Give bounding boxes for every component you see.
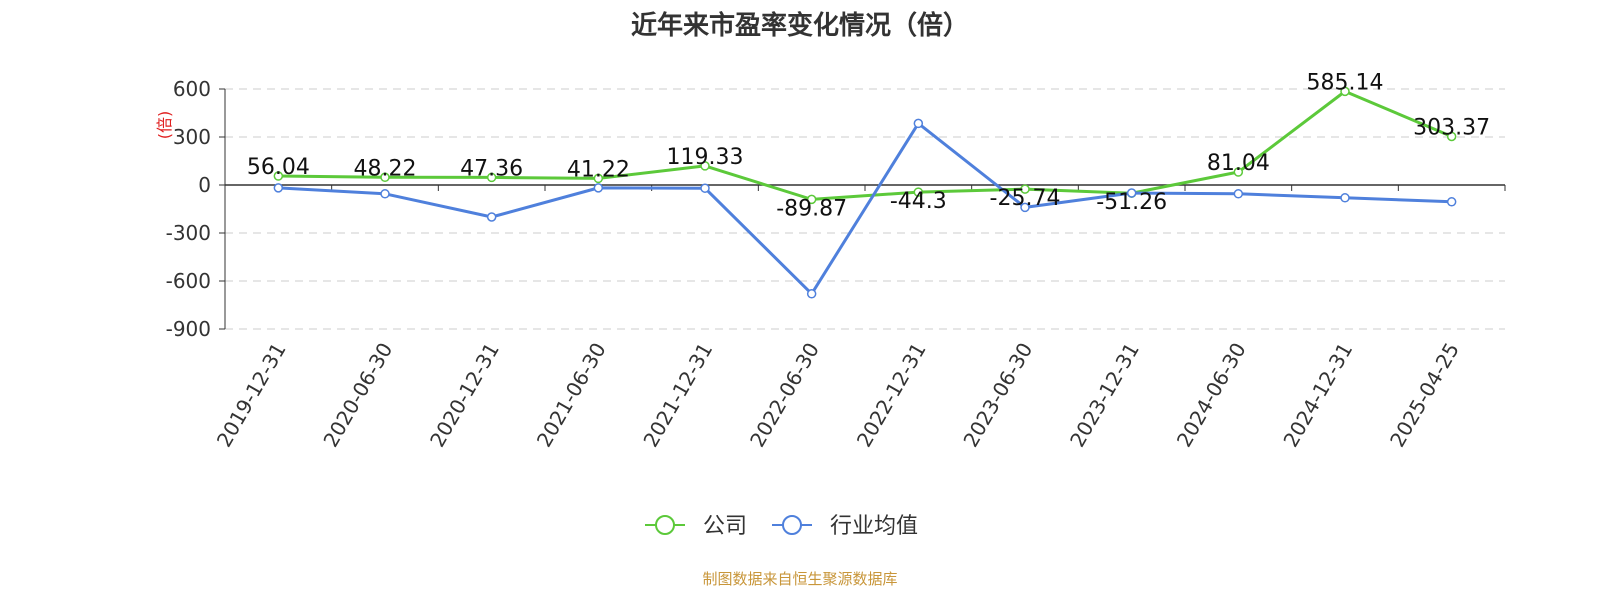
data-point[interactable] [806,289,817,299]
data-point[interactable] [806,194,817,205]
data-label: 119.33 [667,145,744,170]
data-point[interactable] [913,118,924,129]
data-point[interactable] [1446,131,1457,142]
y-tick-label: -900 [166,317,211,341]
y-tick-label: 300 [173,125,211,149]
data-point[interactable] [1126,188,1137,198]
data-label: -89.87 [776,196,847,221]
legend-item[interactable]: 行业均值 [772,514,918,539]
x-tick-label: 2023-06-30 [958,339,1037,452]
x-tick-label: 2024-06-30 [1172,339,1251,452]
data-point[interactable] [1233,189,1244,199]
data-point[interactable] [380,172,390,183]
x-tick-label: 2020-06-30 [318,339,397,452]
legend-label: 公司 [703,514,747,539]
data-label: 48.22 [354,156,417,181]
data-label: -44.3 [890,189,947,214]
data-point[interactable] [700,183,710,193]
legend-marker-icon [782,515,802,535]
series-layer [273,86,1457,299]
legend[interactable]: 公司 行业均值 [645,514,918,539]
series-line [278,89,1453,201]
data-point[interactable] [1340,86,1350,97]
y-tick-label: 0 [198,173,211,197]
x-tick-label: 2021-06-30 [532,339,611,452]
data-point[interactable] [1020,202,1030,213]
data-point[interactable] [700,161,710,171]
data-label: 41.22 [567,157,630,182]
x-tick-label: 2021-12-31 [638,339,717,452]
y-axis-label: (倍) [155,111,174,140]
legend-item[interactable]: 公司 [645,514,747,539]
data-point[interactable] [1446,197,1457,207]
data-label: -25.74 [990,186,1061,211]
data-label-layer: 56.04 48.22 47.36 41.22 119.33 -89.87 -44.3 -25… [247,70,1490,221]
data-label: 303.37 [1413,115,1490,140]
x-tick-label: 2019-12-31 [212,339,291,452]
data-label: 47.36 [460,156,523,181]
y-tick-label: -300 [166,221,211,245]
data-point[interactable] [486,212,497,222]
data-point[interactable] [1340,193,1350,203]
x-tick-label: 2024-12-31 [1278,339,1357,452]
y-tick-label: -600 [166,269,211,293]
x-tick-label: 2025-04-25 [1385,339,1464,452]
data-label: 56.04 [247,155,310,180]
x-tick-label: 2022-12-31 [852,339,931,452]
x-tick-label: 2023-12-31 [1065,339,1144,452]
grid-layer [225,88,1505,330]
legend-marker-icon [655,515,675,535]
data-point[interactable] [380,189,390,199]
data-point[interactable] [913,187,924,197]
legend-label: 行业均值 [830,514,918,539]
data-point[interactable] [273,183,284,193]
data-label: 585.14 [1307,70,1384,95]
y-tick-label: 600 [173,77,211,101]
data-label: 81.04 [1207,151,1270,176]
source-note: 制图数据来自恒生聚源数据库 [702,570,897,588]
data-point[interactable] [1020,184,1030,194]
x-tick-label: 2022-06-30 [745,339,824,452]
data-point[interactable] [593,183,604,193]
data-point[interactable] [486,172,497,183]
series-line [278,121,1452,296]
data-label: -51.26 [1096,190,1167,215]
data-point[interactable] [273,171,284,181]
data-point[interactable] [1233,167,1244,177]
chart-title: 近年来市盈率变化情况（倍） [631,10,969,41]
x-tick-label: 2020-12-31 [425,339,504,452]
data-point[interactable] [593,173,604,184]
